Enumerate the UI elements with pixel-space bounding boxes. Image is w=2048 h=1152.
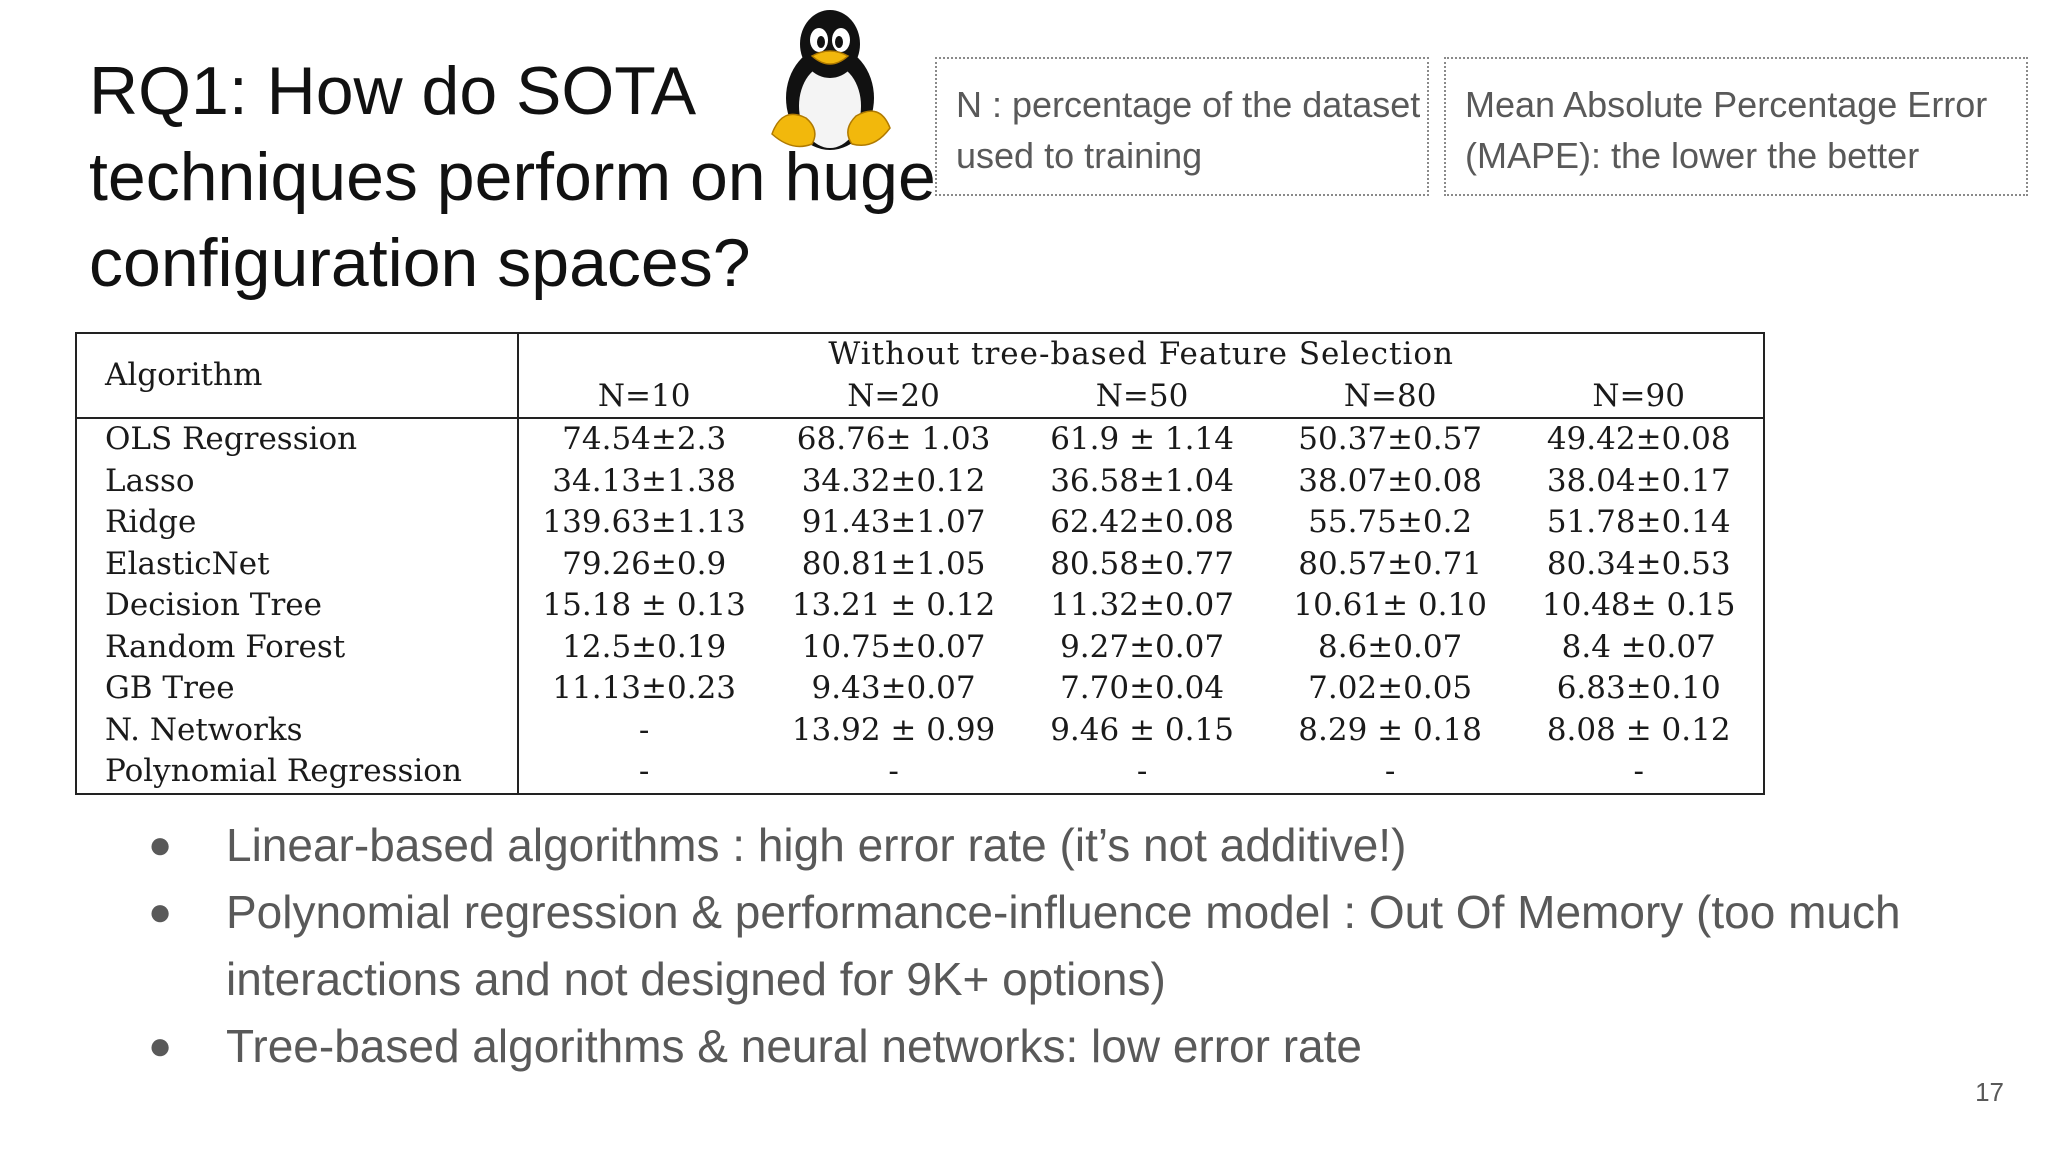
table-cell: 34.32±0.12 [801, 462, 986, 499]
column-header: N=20 [768, 375, 1019, 419]
table-cell: 8.4 ±0.07 [1514, 626, 1765, 668]
algorithm-name: Polynomial Regression [74, 751, 520, 795]
algorithm-name: N. Networks [74, 709, 520, 751]
table-cell: 7.70±0.04 [1060, 670, 1225, 707]
table-cell: - [1018, 751, 1266, 795]
table-cell: 11.32±0.07 [1050, 587, 1234, 624]
table-subheader-row: N=10 N=20 N=50 N=80 N=90 [76, 375, 1765, 419]
table-row: N. Networks - 13.92 ± 0.99 9.46 ± 0.15 8… [74, 709, 1765, 751]
table-cell: 13.92 ± 0.99 [791, 711, 996, 748]
slide-title: RQ1: How do SOTA techniques perform on h… [89, 53, 936, 301]
table-cell: 80.34±0.53 [1514, 543, 1765, 585]
table-cell: 80.58±0.77 [1050, 545, 1234, 582]
bullet-dot-icon: ● [148, 823, 173, 867]
table-cell: 6.83±0.10 [1514, 668, 1765, 710]
table-cell: - [768, 751, 1019, 795]
table-cell: 139.63±1.13 [542, 504, 746, 541]
table-row: OLS Regression 74.54±2.3 68.76± 1.03 61.… [74, 418, 1765, 461]
table-cell: 68.76± 1.03 [796, 421, 991, 458]
algorithm-name: GB Tree [74, 668, 520, 710]
table-cell: 91.43±1.07 [801, 504, 986, 541]
results-table: Algorithm Without tree-based Feature Sel… [74, 332, 1765, 795]
table-row: Polynomial Regression - - - - - [74, 751, 1765, 795]
table-cell: 10.48± 0.15 [1514, 585, 1765, 627]
table-cell: 9.43±0.07 [811, 670, 976, 707]
bullet-list: ● Linear-based algorithms : high error r… [148, 812, 1968, 1080]
column-header: N=80 [1265, 375, 1515, 419]
table-cell: 8.6±0.07 [1317, 628, 1463, 665]
algorithm-column-header: Algorithm [74, 332, 520, 419]
table-cell: 10.75±0.07 [801, 628, 986, 665]
table-cell: - [518, 751, 769, 795]
table-cell: 36.58±1.04 [1050, 462, 1234, 499]
tux-penguin-icon [771, 10, 891, 150]
table-cell: 79.26±0.9 [562, 545, 727, 582]
note-training-percentage: N : percentage of the dataset used to tr… [935, 57, 1429, 196]
bullet-dot-icon: ● [148, 1024, 173, 1068]
table-cell: 50.37±0.57 [1298, 421, 1483, 458]
table-cell: 34.13±1.38 [552, 462, 737, 499]
column-header: N=50 [1018, 375, 1266, 419]
table-row: Random Forest 12.5±0.19 10.75±0.07 9.27±… [74, 626, 1765, 668]
table-cell: 9.27±0.07 [1060, 628, 1225, 665]
table-cell: 38.04±0.17 [1514, 460, 1765, 502]
table-cell: 49.42±0.08 [1514, 418, 1765, 461]
algorithm-name: OLS Regression [74, 418, 520, 461]
table-cell: - [1265, 751, 1515, 795]
table-cell: 11.13±0.23 [552, 670, 737, 707]
table-cell: 80.57±0.71 [1298, 545, 1483, 582]
bullet-text: Linear-based algorithms : high error rat… [226, 819, 1407, 871]
table-row: Lasso 34.13±1.38 34.32±0.12 36.58±1.04 3… [74, 460, 1765, 502]
table-cell: 74.54±2.3 [562, 421, 727, 458]
table-row: ElasticNet 79.26±0.9 80.81±1.05 80.58±0.… [74, 543, 1765, 585]
bullet-item: ● Tree-based algorithms & neural network… [148, 1013, 1968, 1080]
bullet-item: ● Polynomial regression & performance-in… [148, 879, 1968, 1013]
table-cell: 61.9 ± 1.14 [1050, 421, 1234, 458]
algorithm-name: Decision Tree [74, 585, 520, 627]
note-mape-definition: Mean Absolute Percentage Error (MAPE): t… [1444, 57, 2028, 196]
table-row: Ridge 139.63±1.13 91.43±1.07 62.42±0.08 … [74, 502, 1765, 544]
table-cell: - [1514, 751, 1765, 795]
table-cell: 9.46 ± 0.15 [1050, 711, 1234, 748]
algorithm-name: Ridge [74, 502, 520, 544]
algorithm-name: Lasso [74, 460, 520, 502]
table-cell: 80.81±1.05 [801, 545, 986, 582]
table-header-row: Algorithm Without tree-based Feature Sel… [74, 332, 1765, 419]
table-cell: 51.78±0.14 [1514, 502, 1765, 544]
table-cell: 8.08 ± 0.12 [1514, 709, 1765, 751]
column-header: N=90 [1514, 375, 1765, 419]
table-cell: 13.21 ± 0.12 [791, 587, 996, 624]
bullet-text: Polynomial regression & performance-infl… [226, 886, 1901, 1005]
table-cell: 15.18 ± 0.13 [542, 587, 746, 624]
column-header: N=10 [517, 375, 769, 419]
table-cell: 10.61± 0.10 [1293, 587, 1487, 624]
page-number: 17 [1975, 1077, 2004, 1107]
table-row: Decision Tree 15.18 ± 0.13 13.21 ± 0.12 … [74, 585, 1765, 627]
bullet-item: ● Linear-based algorithms : high error r… [148, 812, 1968, 879]
table-cell: 8.29 ± 0.18 [1298, 711, 1483, 748]
algorithm-name: ElasticNet [74, 543, 520, 585]
table-cell: 55.75±0.2 [1308, 504, 1473, 541]
table-cell: 12.5±0.19 [562, 628, 727, 665]
bullet-dot-icon: ● [148, 890, 173, 934]
algorithm-name: Random Forest [74, 626, 520, 668]
table-cell: - [638, 711, 650, 748]
table-cell: 38.07±0.08 [1298, 462, 1483, 499]
table-row: GB Tree 11.13±0.23 9.43±0.07 7.70±0.04 7… [74, 668, 1765, 710]
bullet-text: Tree-based algorithms & neural networks:… [226, 1020, 1362, 1072]
table-cell: 7.02±0.05 [1308, 670, 1473, 707]
table-cell: 62.42±0.08 [1050, 504, 1234, 541]
group-column-header: Without tree-based Feature Selection [518, 332, 1765, 376]
